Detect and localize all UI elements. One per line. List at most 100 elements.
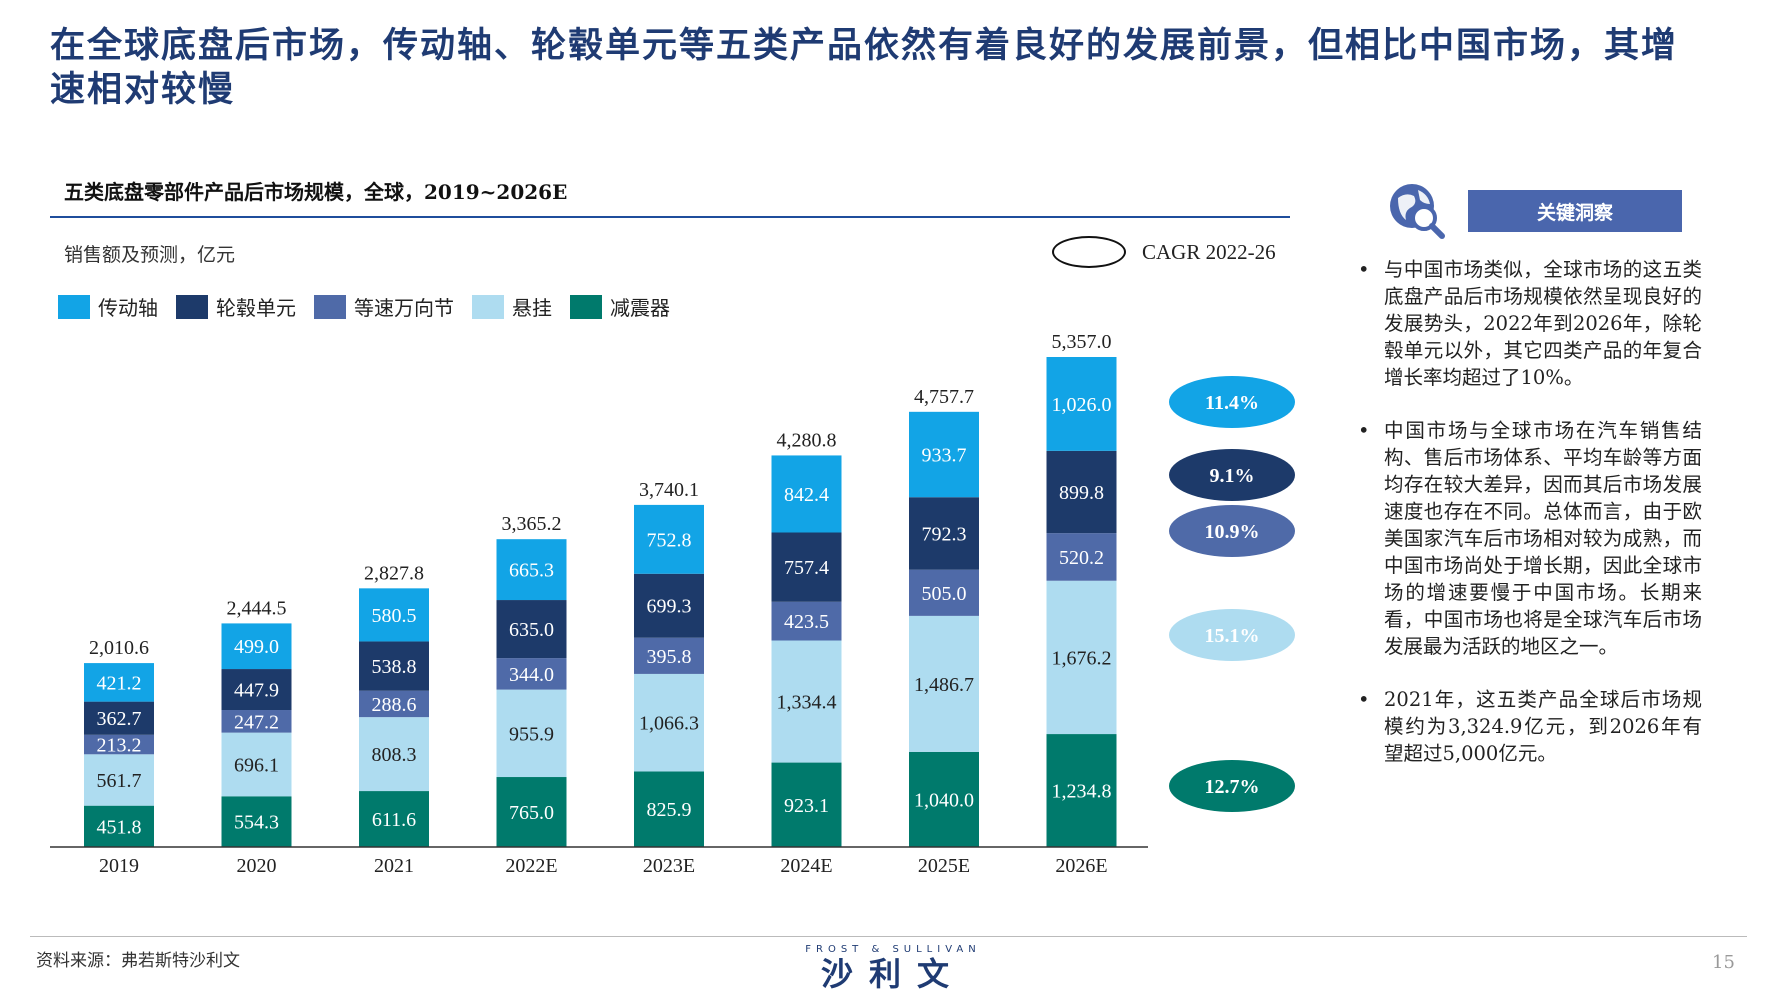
page-number: 15 [1712,952,1735,973]
bar-segment [496,777,567,847]
legend-item: 悬挂 [472,292,552,321]
bar-segment [909,497,979,570]
bar-segment [84,754,154,806]
cagr-value-label: 10.9% [1205,521,1260,543]
bar-value-label: 792.3 [922,523,967,545]
bar-segment [359,641,429,691]
bar-segment [771,762,842,847]
bar-value-label: 213.2 [97,735,142,757]
bar-value-label: 757.4 [784,557,829,579]
logo-chinese: 沙利文 [820,955,965,993]
bar-value-label: 554.3 [234,812,279,834]
cagr-ellipse [1169,760,1295,812]
bar-value-label: 362.7 [97,708,142,730]
bar-segment [771,455,842,533]
bar-value-label: 288.6 [372,694,417,716]
bar-value-label: 344.0 [509,664,554,686]
bar-value-label: 825.9 [647,799,692,821]
bar-total-label: 2,444.5 [227,597,287,619]
cagr-ellipse [1169,505,1295,557]
key-insights-header: 关键洞察 [1468,190,1682,232]
bar-segment [771,640,842,763]
bar-segment [634,573,704,638]
insight-text: 2021年，这五类产品全球后市场规模约为3,324.9亿元，到2026年有望超过… [1384,688,1702,765]
legend-item: 轮毂单元 [176,292,296,321]
bar-segment [496,539,567,601]
stacked-bar-chart: 451.8 561.7 213.2 362.7 421.2 2,010.6 2019 554.… [50,331,1295,877]
cagr-value-label: 12.7% [1205,776,1260,798]
x-tick-label: 2026E [1055,855,1107,877]
bar-value-label: 955.9 [509,723,554,745]
legend-item: 减震器 [570,292,670,321]
bar-segment [84,734,154,755]
bar-segment [221,710,292,733]
bar-value-label: 1,334.4 [777,692,837,714]
bar-value-label: 1,676.2 [1052,647,1112,669]
bar-segment [1046,533,1117,581]
x-tick-label: 2024E [780,855,832,877]
insight-text: 与中国市场类似，全球市场的这五类底盘产品后市场规模依然呈现良好的发展势头，202… [1384,258,1702,389]
cagr-legend-ellipse [1052,236,1126,268]
bar-value-label: 1,026.0 [1052,394,1112,416]
bar-value-label: 808.3 [372,744,417,766]
bar-segment [359,588,429,642]
bar-value-label: 520.2 [1059,547,1104,569]
legend-item: 传动轴 [58,292,158,321]
bar-value-label: 499.0 [234,636,279,658]
bar-value-label: 665.3 [509,560,554,582]
bar-value-label: 1,066.3 [639,713,699,735]
insight-item: • 2021年，这五类产品全球后市场规模约为3,324.9亿元，到2026年有望超… [1358,688,1702,765]
bar-total-label: 2,010.6 [89,637,149,659]
bar-value-label: 538.8 [372,656,417,678]
bar-segment [496,689,567,778]
bar-value-label: 1,040.0 [914,789,974,811]
x-tick-label: 2023E [643,855,695,877]
source-note: 资料来源：弗若斯特沙利文 [36,951,240,971]
legend-swatch [176,294,208,319]
legend-swatch [472,294,504,319]
cagr-value-label: 9.1% [1210,465,1255,487]
bar-segment [359,690,429,718]
bar-segment [84,701,154,735]
legend-swatch [314,294,346,319]
bar-total-label: 5,357.0 [1052,331,1112,353]
bar-segment [1046,450,1117,534]
x-tick-label: 2022E [505,855,557,877]
bar-value-label: 752.8 [647,529,692,551]
bar-value-label: 561.7 [97,770,142,792]
legend-item: 等速万向节 [314,292,454,321]
x-tick-label: 2025E [918,855,970,877]
bar-value-label: 842.4 [784,484,829,506]
legend-label: 等速万向节 [354,296,454,320]
bar-total-label: 4,280.8 [777,429,837,451]
bar-total-label: 4,757.7 [914,386,974,408]
bar-value-label: 447.9 [234,680,279,702]
bar-value-label: 451.8 [97,816,142,838]
globe-search-icon [1390,184,1445,239]
unit-label: 销售额及预测，亿元 [64,244,236,266]
bar-segment [634,637,704,674]
insight-item: • 与中国市场类似，全球市场的这五类底盘产品后市场规模依然呈现良好的发展势头，20… [1358,258,1702,389]
bar-segment [221,732,292,797]
legend-label: 减震器 [610,296,670,320]
bar-segment [221,669,292,711]
bar-segment [1046,734,1117,847]
legend-label: 传动轴 [98,296,158,320]
bar-segment [84,663,154,702]
bar-value-label: 423.5 [784,611,829,633]
x-tick-label: 2019 [99,855,139,877]
bar-total-label: 3,740.1 [639,479,699,501]
bar-segment [909,615,979,752]
chart-legend: 传动轴 轮毂单元 等速万向节 悬挂 减震器 [58,292,670,321]
bar-segment [221,623,292,670]
legend-swatch [570,294,602,319]
bar-value-label: 247.2 [234,711,279,733]
bar-segment [359,791,429,847]
bar-total-label: 2,827.8 [364,562,424,584]
bar-value-label: 421.2 [97,672,142,694]
bar-segment [771,532,842,602]
bar-total-label: 3,365.2 [502,513,562,535]
bar-segment [1046,580,1117,735]
bar-segment [909,751,979,847]
cagr-value-label: 15.1% [1205,625,1260,647]
